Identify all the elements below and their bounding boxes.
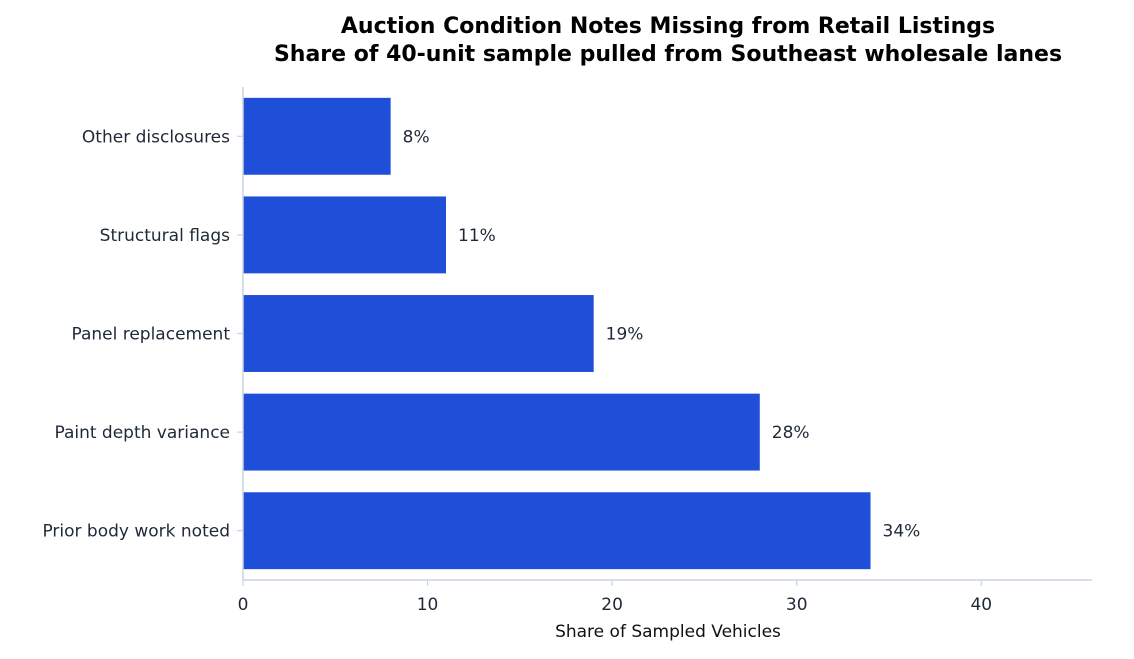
- y-tick-label: Paint depth variance: [54, 423, 230, 443]
- data-label: 11%: [458, 226, 496, 246]
- y-tick-label: Structural flags: [100, 226, 230, 246]
- data-label: 34%: [883, 522, 921, 542]
- axes-layer: [242, 87, 1092, 581]
- y-tick-label: Other disclosures: [82, 127, 230, 147]
- x-tick-label: 40: [970, 595, 992, 615]
- data-label: 8%: [403, 127, 430, 147]
- chart-title: Auction Condition Notes Missing from Ret…: [341, 14, 995, 39]
- bar: [243, 295, 594, 372]
- x-tick-label: 30: [786, 595, 808, 615]
- y-tick-label: Panel replacement: [71, 325, 230, 345]
- chart-subtitle: Share of 40-unit sample pulled from Sout…: [274, 42, 1062, 67]
- bar: [243, 196, 447, 274]
- data-label: 19%: [606, 325, 644, 345]
- bar: [243, 97, 391, 175]
- x-tick-label: 20: [601, 595, 623, 615]
- bar: [243, 492, 871, 570]
- ticks-layer: Prior body work noted Paint depth varianc…: [42, 127, 992, 615]
- x-tick-label: 10: [417, 595, 439, 615]
- bars-layer: 34% 28% 19% 11% 8%: [243, 97, 921, 570]
- y-tick-label: Prior body work noted: [42, 522, 230, 542]
- x-axis-label: Share of Sampled Vehicles: [555, 622, 781, 642]
- bar: [243, 393, 760, 471]
- x-tick-label: 0: [238, 595, 249, 615]
- data-label: 28%: [772, 423, 810, 443]
